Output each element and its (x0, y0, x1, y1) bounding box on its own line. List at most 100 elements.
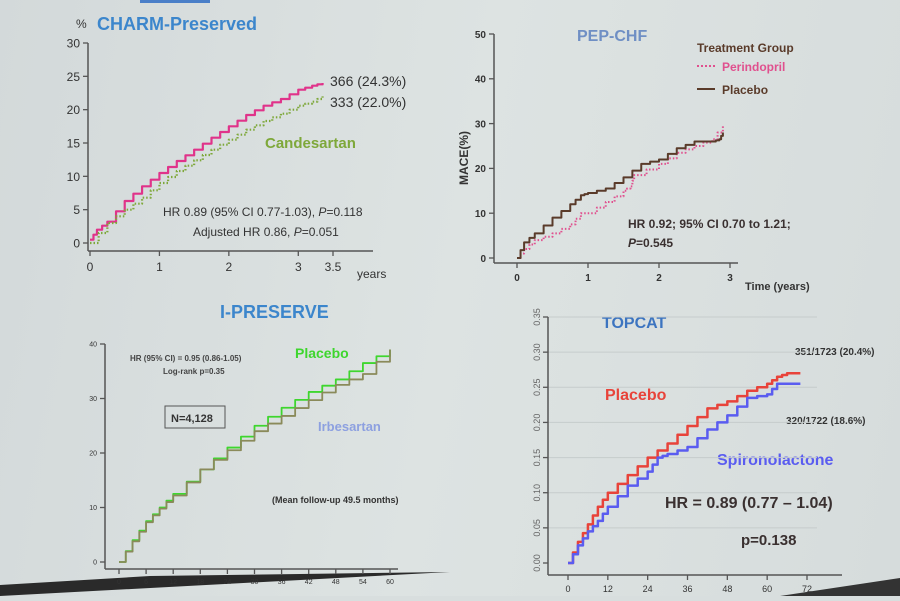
y-tick-label: 50 (475, 30, 487, 41)
spiro-end-label: 320/1722 (18.6%) (786, 416, 866, 427)
hr-text-2: Adjusted HR 0.86, P=0.051 (193, 225, 339, 239)
series-line-spironolactone (568, 382, 801, 565)
x-tick-label: 36 (278, 579, 286, 586)
x-tick-label: 48 (332, 579, 340, 586)
x-tick-label: 12 (603, 584, 613, 594)
chart-pep-chf: PEP-CHF MACE(%) Time (years) Treatment G… (457, 28, 810, 293)
y-tick-label: 10 (475, 209, 487, 220)
y-tick-label: 5 (73, 203, 80, 217)
hr-text-2: Log-rank p=0.35 (163, 367, 225, 376)
legend-entry-perindopril: Perindopril (722, 60, 785, 74)
y-tick-label: 15 (67, 137, 81, 151)
hr-text-1: HR 0.92; 95% CI 0.70 to 1.21; (628, 217, 791, 231)
y-tick-label: 10 (89, 505, 97, 512)
y-tick-label: 0.05 (532, 519, 542, 537)
hr-text-1: HR (95% CI) = 0.95 (0.86-1.05) (130, 354, 242, 363)
hr-text: HR = 0.89 (0.77 – 1.04) (665, 495, 833, 512)
x-tick-label: 3.5 (325, 260, 342, 274)
hr-text-1: HR 0.89 (95% CI 0.77-1.03), P=0.118 (163, 205, 363, 219)
x-tick-label: 18 (196, 579, 204, 586)
series-line-placebo (517, 132, 724, 259)
y-axis-label: MACE(%) (457, 131, 471, 185)
x-tick-label: 1 (585, 273, 591, 284)
y-tick-label: 30 (89, 396, 97, 403)
chart-i-preserve: I-PRESERVE HR (95% CI) = 0.95 (0.86-1.05… (89, 302, 398, 586)
series-line-placebo (568, 371, 801, 565)
series-line-perindopril (517, 125, 724, 259)
placebo-label: Placebo (295, 345, 349, 361)
y-tick-label: 20 (475, 164, 487, 175)
y-tick-label: 0.10 (532, 484, 542, 502)
y-tick-label: 0 (480, 254, 486, 265)
legend: Treatment Group Perindopril Placebo (697, 41, 794, 97)
chart-title: TOPCAT (602, 315, 667, 332)
chart-title: CHARM-Preserved (97, 14, 257, 34)
candesartan-label: Candesartan (265, 135, 356, 152)
x-tick-label: 0 (117, 579, 121, 586)
x-tick-label: 24 (643, 584, 653, 594)
y-tick-label: 0.00 (532, 554, 542, 572)
p-text: p=0.138 (741, 532, 796, 549)
series-line-irbesartan (119, 349, 391, 563)
chart-title: I-PRESERVE (220, 302, 329, 322)
x-tick-label: 72 (802, 584, 812, 594)
x-tick-label: 54 (359, 579, 367, 586)
y-tick-label: 0.35 (532, 308, 542, 326)
x-tick-label: 3 (295, 260, 302, 274)
bottom-shadow (0, 572, 450, 596)
n-text: N=4,128 (171, 413, 213, 425)
y-tick-label: 0.20 (532, 414, 542, 432)
x-tick-label: 36 (682, 584, 692, 594)
legend-entry-placebo: Placebo (722, 83, 768, 97)
chart-title: PEP-CHF (577, 28, 647, 45)
y-tick-label: 25 (67, 70, 81, 84)
y-axis-label: % (76, 17, 87, 31)
chart-charm-preserved: CHARM-Preserved % years 366 (24.3%) 333 … (67, 14, 407, 281)
spiro-label: Spironolactone (717, 452, 834, 469)
y-tick-label: 0 (73, 237, 80, 251)
y-tick-label: 0.15 (532, 449, 542, 467)
x-tick-label: 24 (224, 579, 232, 586)
top-accent (140, 0, 210, 3)
x-tick-label: 2 (226, 260, 233, 274)
y-tick-label: 40 (475, 75, 487, 86)
y-tick-label: 20 (67, 103, 81, 117)
x-tick-label: 30 (251, 579, 259, 586)
y-tick-label: 0 (93, 560, 97, 567)
y-tick-label: 30 (67, 37, 81, 51)
x-tick-label: 0 (87, 260, 94, 274)
x-tick-label: 12 (169, 579, 177, 586)
y-tick-label: 10 (67, 170, 81, 184)
n-box (164, 405, 226, 429)
x-tick-label: 1 (156, 260, 163, 274)
x-tick-label: 3 (727, 273, 733, 284)
y-tick-label: 40 (89, 342, 97, 349)
x-tick-label: 0 (565, 584, 570, 594)
followup-text: (Mean follow-up 49.5 months) (272, 495, 399, 505)
x-tick-label: 48 (722, 584, 732, 594)
candesartan-end-label: 333 (22.0%) (330, 94, 406, 110)
placebo-end-label: 351/1723 (20.4%) (795, 347, 875, 358)
x-tick-label: 2 (656, 273, 662, 284)
y-tick-label: 30 (475, 119, 487, 130)
series-line-candesartan (90, 96, 324, 245)
x-tick-label: 60 (762, 584, 772, 594)
legend-title: Treatment Group (697, 41, 794, 55)
chart-topcat: TOPCAT 351/1723 (20.4%) Placebo 320/1722… (532, 308, 875, 594)
y-tick-label: 0.30 (532, 343, 542, 361)
y-tick-label: 20 (89, 451, 97, 458)
x-tick-label: 6 (144, 579, 148, 586)
placebo-end-label: 366 (24.3%) (330, 73, 406, 89)
x-tick-label: 42 (305, 579, 313, 586)
bottom-right-shadow (780, 578, 900, 596)
series-line-placebo (119, 349, 391, 563)
y-tick-label: 0.25 (532, 379, 542, 397)
x-axis-label: Time (years) (745, 281, 810, 293)
x-tick-label: 60 (386, 579, 394, 586)
series-line-placebo (90, 83, 324, 241)
hr-text-2: P=0.545 (628, 236, 673, 250)
x-tick-label: 0 (514, 273, 520, 284)
x-axis-label: years (357, 267, 386, 281)
